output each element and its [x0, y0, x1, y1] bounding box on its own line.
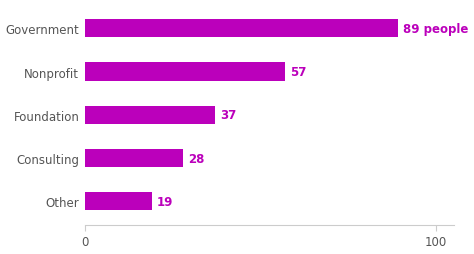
- Text: 37: 37: [220, 109, 237, 122]
- Bar: [85, 193, 152, 211]
- Text: 89 people: 89 people: [403, 23, 468, 36]
- Text: 57: 57: [291, 66, 307, 79]
- Text: 28: 28: [189, 152, 205, 165]
- Bar: [85, 63, 285, 81]
- Bar: [85, 106, 215, 124]
- Bar: [85, 20, 398, 38]
- Text: 19: 19: [157, 195, 173, 208]
- Bar: [85, 149, 183, 167]
